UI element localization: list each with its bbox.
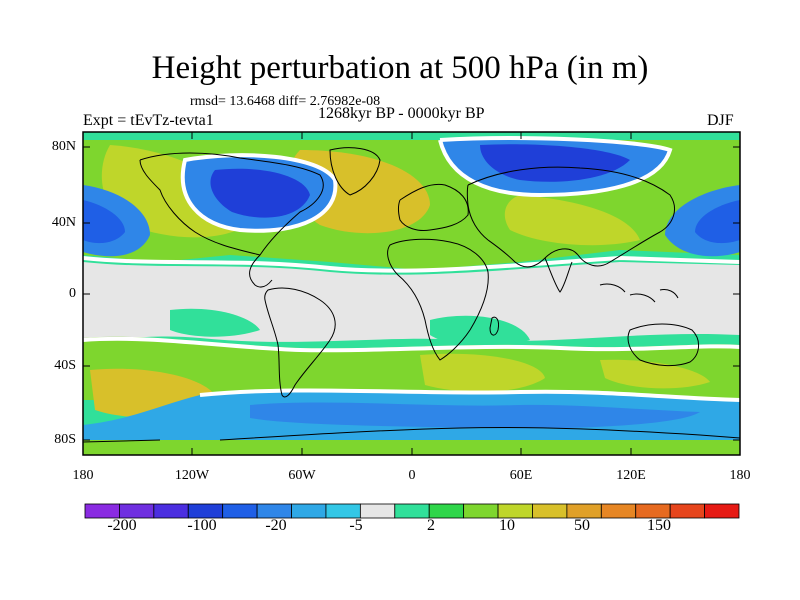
colorbar-label-50: 50 [574,517,590,534]
field-weak-positive-indian [430,315,530,347]
field-positive-south [83,336,740,400]
lon-label-120w: 120W [174,468,210,483]
field-weak-positive-tropics [170,308,260,337]
lon-ticks [191,132,632,455]
colorbar-label-neg20: -20 [265,517,287,534]
field-antarctic [83,440,740,455]
field-strong-negative-siberia [480,144,630,182]
colorbar-swatch [704,503,740,519]
colorbar-swatch [187,503,224,519]
zero-contour-south [83,336,740,353]
field-strong-negative-pacific-east [695,200,740,244]
field-positive-south-australia [600,359,710,389]
lat-label-80s: 80S [54,432,76,447]
field-positive-south-indian [420,353,545,392]
colorbar-label-neg5: -5 [349,517,363,534]
season-label: DJF [707,112,734,129]
colorbar-swatch [325,503,361,519]
field-negative-southern-core [250,402,700,429]
height-field [83,132,740,455]
lat-label-80n: 80N [51,139,76,154]
colorbar-swatch [256,503,292,519]
colorbar-label-2: 2 [427,517,435,534]
colorbar-swatch [291,503,327,519]
zero-contour-canada [180,153,338,233]
colorbar-label-neg100: -100 [187,517,217,534]
field-strong-negative-pacific-west [83,200,125,244]
lat-label-40n: 40N [51,215,76,230]
colorbar-swatch [532,503,568,519]
lat-label-40s: 40S [54,358,76,373]
colorbar [84,503,740,519]
colorbar-swatch [635,503,671,519]
colorbar-label-neg200: -200 [107,517,137,534]
lon-label-60w: 60W [288,468,316,483]
colorbar-swatch [600,503,637,519]
coastlines [83,147,740,443]
colorbar-swatch [359,503,396,519]
colorbar-swatch [394,503,430,519]
colorbar-swatch [84,503,120,519]
colorbar-swatch [153,503,189,519]
zero-contour-southern-ocean [199,388,740,402]
zero-contour-siberia [438,136,673,198]
colorbar-swatch [497,503,533,519]
colorbar-swatch [566,503,602,519]
colorbar-label-10: 10 [499,517,515,534]
field-strong-negative-canada [210,168,310,218]
lat-label-0: 0 [69,286,76,301]
colorbar-swatch [463,503,499,519]
plot-title: Height perturbation at 500 hPa (in m) [151,50,649,86]
lon-label-180e: 180 [729,468,751,483]
experiment-label: Expt = tEvTz-tevta1 [83,112,214,129]
colorbar-swatch [669,503,705,519]
colorbar-label-150: 150 [647,517,671,534]
lon-label-120e: 120E [616,468,646,483]
colorbar-swatch [428,503,465,519]
lon-label-0: 0 [408,468,416,483]
colorbar-swatch [222,503,258,519]
colorbar-swatch [119,503,155,519]
field-positive-asia [504,195,640,246]
zero-contour-north [83,255,740,273]
period-label: 1268kyr BP - 0000kyr BP [318,105,485,122]
lon-label-60e: 60E [509,468,533,483]
stats-label: rmsd= 13.6468 diff= 2.76982e-08 [190,94,381,109]
lon-label-180w: 180 [72,468,94,483]
lat-ticks [83,146,740,441]
